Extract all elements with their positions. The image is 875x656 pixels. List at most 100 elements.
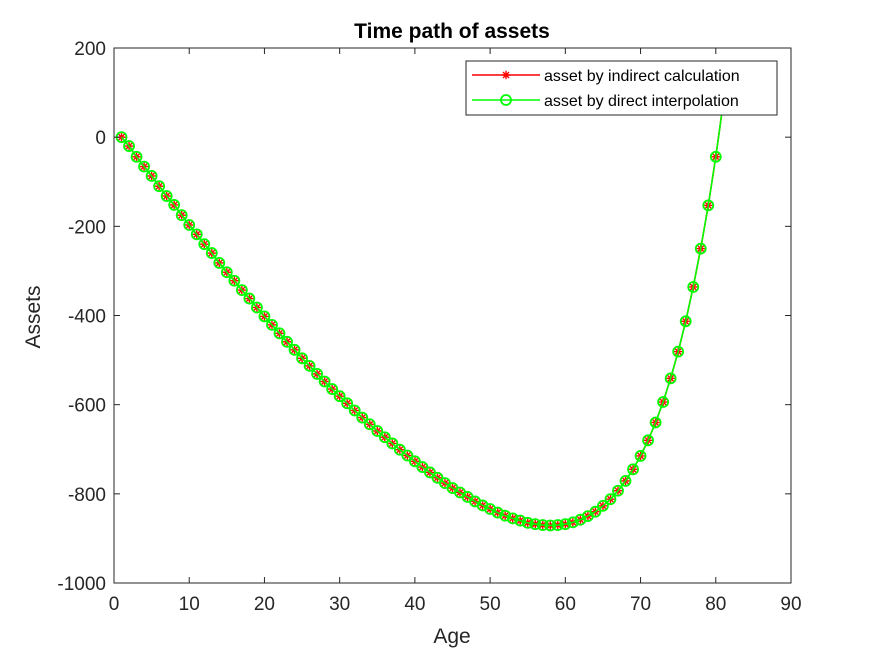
data-point <box>702 199 715 212</box>
data-point <box>145 170 158 182</box>
y-tick-label: 200 <box>74 39 106 60</box>
data-point <box>416 461 429 473</box>
data-point <box>160 190 173 202</box>
data-point <box>205 247 218 259</box>
x-tick-label: 40 <box>404 594 425 615</box>
x-tick-label: 0 <box>109 594 120 615</box>
data-point <box>363 418 376 431</box>
x-tick-label: 60 <box>555 594 576 615</box>
data-point <box>604 493 617 506</box>
data-point <box>273 327 286 340</box>
data-point <box>220 266 233 279</box>
x-tick-label: 20 <box>254 594 275 615</box>
data-point <box>536 519 549 531</box>
x-axis-label: Age <box>433 625 470 648</box>
legend-item: asset by indirect calculation <box>472 68 740 85</box>
data-point <box>499 509 512 522</box>
y-tick-label: -600 <box>68 396 106 417</box>
data-point <box>378 431 391 444</box>
y-tick-label: -200 <box>68 217 106 238</box>
data-point <box>235 284 248 296</box>
x-tick-label: 70 <box>630 594 651 615</box>
data-point <box>168 199 181 211</box>
legend-label: asset by indirect calculation <box>544 68 740 85</box>
y-tick-label: -800 <box>68 485 106 506</box>
data-point <box>138 160 150 173</box>
data-point <box>266 318 278 331</box>
legend: asset by indirect calculation asset by di… <box>465 60 778 116</box>
data-point <box>183 219 196 231</box>
legend-label: asset by direct interpolation <box>544 93 739 110</box>
data-point <box>679 315 692 328</box>
chart-title: Time path of assets <box>354 20 550 43</box>
legend-marker <box>500 94 512 106</box>
data-point <box>318 375 331 388</box>
data-point <box>258 310 271 323</box>
series-2 <box>115 96 730 532</box>
data-point <box>296 352 308 365</box>
data-point <box>198 238 211 251</box>
x-tick-label: 10 <box>179 594 200 615</box>
y-tick-label: 0 <box>95 128 106 149</box>
legend-marker <box>501 70 511 80</box>
data-point <box>664 372 677 385</box>
data-point <box>281 335 293 348</box>
data-point <box>506 512 519 525</box>
data-point <box>514 514 527 527</box>
data-point <box>401 449 414 462</box>
data-point <box>348 404 361 417</box>
data-point <box>566 516 579 529</box>
data-point <box>544 519 557 532</box>
legend-item: asset by direct interpolation <box>472 93 739 110</box>
data-point <box>529 518 542 531</box>
x-tick-label: 30 <box>329 594 350 615</box>
data-point <box>130 150 143 163</box>
data-point <box>424 466 436 479</box>
data-point <box>326 383 339 395</box>
data-point <box>551 519 564 531</box>
data-point <box>642 434 654 447</box>
data-point <box>627 463 639 476</box>
data-point <box>356 411 369 424</box>
x-tick-label: 90 <box>780 594 801 615</box>
axes: 0 10 20 30 40 50 60 70 80 90 -1000 -800 -600 -400 -200… <box>57 39 801 615</box>
series-line <box>120 102 725 527</box>
plot-area <box>115 96 730 532</box>
data-point <box>243 292 256 305</box>
data-point <box>251 301 263 314</box>
data-point <box>371 425 384 437</box>
data-point <box>491 506 504 519</box>
data-point <box>709 150 722 163</box>
y-tick-label: -400 <box>68 307 106 328</box>
data-point <box>288 343 301 356</box>
data-point <box>431 471 444 484</box>
data-point <box>612 484 624 497</box>
data-point <box>589 505 602 518</box>
data-point <box>333 390 346 403</box>
data-point <box>559 518 572 531</box>
data-point <box>311 368 324 380</box>
y-tick-label: -1000 <box>57 574 106 595</box>
data-point <box>408 455 421 468</box>
data-point <box>521 516 534 529</box>
x-tick-label: 80 <box>705 594 726 615</box>
data-point <box>213 256 226 269</box>
data-point <box>634 450 647 462</box>
x-tick-label: 50 <box>480 594 501 615</box>
data-point <box>597 499 609 512</box>
y-axis-label: Assets <box>22 285 45 348</box>
data-point <box>649 416 662 429</box>
data-point <box>228 274 241 287</box>
data-point <box>303 359 316 372</box>
data-point <box>657 396 670 408</box>
data-point <box>175 209 188 222</box>
data-point <box>694 242 707 255</box>
data-point <box>153 180 166 193</box>
legend-box <box>465 60 778 116</box>
data-point <box>687 281 700 293</box>
data-point <box>672 345 685 358</box>
data-point <box>393 443 406 456</box>
data-point <box>123 140 135 152</box>
axes-box <box>113 47 792 584</box>
